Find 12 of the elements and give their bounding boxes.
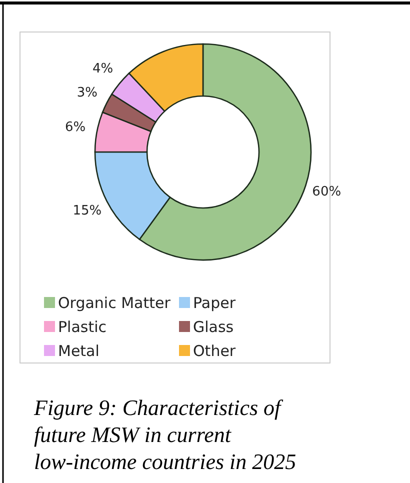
legend-label: Paper [193,294,236,312]
legend-label: Plastic [58,318,107,336]
legend-label: Glass [193,318,234,336]
text: Figure 9: Characteristics of future MSW in current low-income countries in 2025 [33,395,296,474]
legend-label: Organic Matter [58,294,172,312]
data-label: 3% [76,85,98,100]
data-label: 4% [92,62,114,77]
legend-label: Metal [58,342,100,360]
data-label: 15% [72,204,102,219]
data-label: 60% [312,184,342,200]
data-label: 6% [64,120,86,136]
legend-label: Other [193,342,236,360]
